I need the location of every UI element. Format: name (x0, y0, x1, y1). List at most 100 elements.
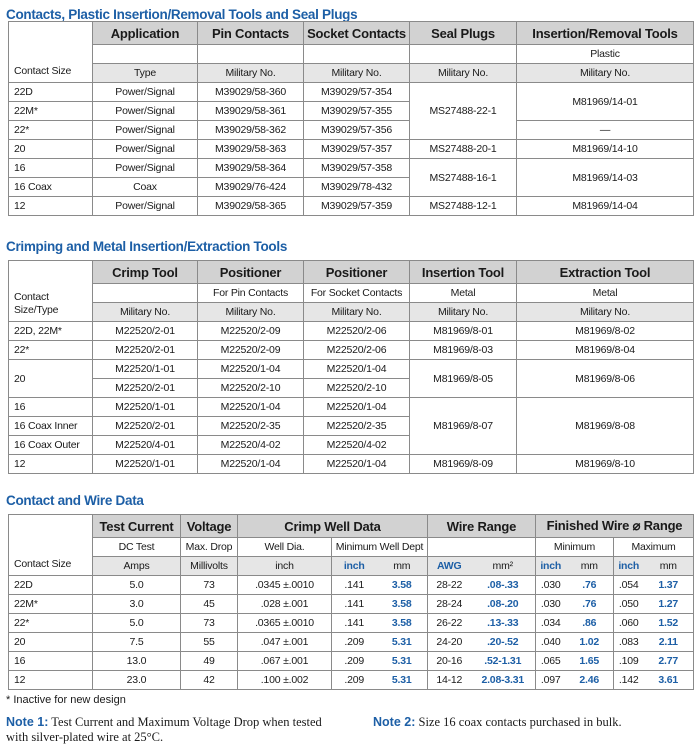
table-cell: M39029/58-365 (197, 196, 304, 216)
table-cell: 5.31 (376, 651, 428, 671)
table-cell: 1.52 (643, 613, 694, 633)
table3-title: Contact and Wire Data (6, 493, 144, 508)
table-cell: M39029/58-363 (197, 139, 304, 159)
sub-header (303, 44, 410, 64)
unit-header: inch (331, 556, 377, 576)
unit-header: inch (237, 556, 332, 576)
table-cell: .209 (331, 651, 377, 671)
table-cell: 3.61 (643, 670, 694, 690)
row-label: 22M* (8, 594, 93, 614)
row-label: 12 (8, 670, 93, 690)
table-cell: 2.08-3.31 (470, 670, 536, 690)
sub-header (427, 537, 536, 557)
table-cell: M81969/8-03 (409, 340, 517, 360)
table-cell: M81969/8-10 (516, 454, 694, 474)
table-cell: M81969/8-08 (516, 397, 694, 455)
table-cell: M22520/2-10 (197, 378, 304, 398)
sub-header: Plastic (516, 44, 694, 64)
table-cell: M22520/1-01 (92, 454, 198, 474)
table-cell: M22520/2-01 (92, 416, 198, 436)
col-header: Positioner (197, 260, 304, 284)
table-row: M22520/2-01 M22520/2-10 M22520/2-10 (9, 378, 694, 398)
table-cell: M81969/14-03 (516, 158, 694, 197)
row-label: 16 Coax Outer (8, 435, 93, 455)
table-cell: .209 (331, 632, 377, 652)
col-header: Application (92, 21, 198, 45)
unit-header: Military No. (516, 302, 694, 322)
table-cell: M22520/4-02 (303, 435, 410, 455)
col-header: Pin Contacts (197, 21, 304, 45)
table-cell: 1.02 (565, 632, 614, 652)
sub-header: For Pin Contacts (197, 283, 304, 303)
col-header: Seal Plugs (409, 21, 517, 45)
table-cell: M22520/2-10 (303, 378, 410, 398)
table-cell: M39029/58-362 (197, 120, 304, 140)
table-cell: M22520/4-02 (197, 435, 304, 455)
unit-header: Military No. (409, 63, 517, 83)
unit-header: Military No. (303, 302, 410, 322)
table-cell: — (516, 120, 694, 140)
table-cell: M39029/57-359 (303, 196, 410, 216)
footnote: * Inactive for new design (6, 694, 126, 706)
table-cell: 20-16 (427, 651, 471, 671)
unit-header: mm (565, 556, 614, 576)
row-label: 22* (8, 613, 93, 633)
table-row: 22* Power/Signal M39029/58-362 M39029/57-35… (8, 120, 694, 140)
contact-wire-data-table: Contact Size Test Current Voltage Crimp … (8, 514, 694, 690)
unit-header: Millivolts (180, 556, 238, 576)
table-cell: .047 ±.001 (237, 632, 332, 652)
table-row: 22D 5.0 73.0345 ±.0010.141 3.58 28-22.08-.33… (8, 575, 694, 595)
sub-header: Metal (516, 283, 694, 303)
table-cell: .13-.33 (470, 613, 536, 633)
table-row: 20 Power/Signal M39029/58-363 M39029/57-357… (8, 139, 694, 159)
crimping-tools-table: Contact Size/Type Crimp Tool Positioner Pos… (8, 260, 694, 474)
table-row: 20 M22520/1-01 M22520/1-04 M22520/1-04 M8196… (8, 359, 694, 398)
table-cell: 2.77 (643, 651, 694, 671)
table-cell: .050 (613, 594, 644, 614)
table-cell: MS27488-22-1 (409, 82, 517, 140)
note-2-text: Size 16 coax contacts purchased in bulk. (415, 715, 622, 729)
table-cell: 45 (180, 594, 238, 614)
table-row: 22D Power/Signal M39029/58-360 M39029/57-35… (8, 82, 694, 140)
table-cell: M81969/14-10 (516, 139, 694, 159)
table-cell: 1.27 (643, 594, 694, 614)
table-cell: M81969/8-02 (516, 321, 694, 341)
table-cell: .76 (565, 594, 614, 614)
note-1-text: Test Current and Maximum Voltage Drop wh… (6, 715, 322, 744)
table-cell: M22520/4-01 (92, 435, 198, 455)
table-cell: M22520/2-01 (92, 321, 198, 341)
table-cell: Power/Signal (92, 158, 198, 178)
table-cell: M39029/58-360 (197, 82, 304, 102)
table-cell: M22520/1-01 (92, 359, 198, 379)
row-label: 12 (8, 196, 93, 216)
table-cell: M81969/14-01 (516, 82, 694, 121)
table-cell: MS27488-20-1 (409, 139, 517, 159)
table-cell: .141 (331, 575, 377, 595)
table-cell: .08-.20 (470, 594, 536, 614)
table-row: 22* M22520/2-01 M22520/2-09 M22520/2-06 M819… (8, 340, 694, 360)
table-row: 16 Power/Signal M39029/58-364 M39029/57-358… (8, 158, 694, 197)
sub-header: Max. Drop (180, 537, 238, 557)
unit-header: Military No. (303, 63, 410, 83)
sub-header: Well Dia. (237, 537, 332, 557)
table-cell: .86 (565, 613, 614, 633)
row-label: 22D (8, 575, 93, 595)
table-cell: 73 (180, 575, 238, 595)
table-cell: Power/Signal (92, 196, 198, 216)
table-cell: .083 (613, 632, 644, 652)
unit-header: mm (376, 556, 428, 576)
table-row: 12 M22520/1-01 M22520/1-04 M22520/1-04 M8196… (8, 454, 694, 474)
table-row: 12 Power/Signal M39029/58-365 M39029/57-359… (8, 196, 694, 216)
row-label: 22M* (8, 101, 93, 121)
table-cell: .034 (535, 613, 566, 633)
table-cell: 55 (180, 632, 238, 652)
table-cell: 23.0 (92, 670, 181, 690)
contacts-table: Contact Size Application Pin Contacts Socke… (8, 21, 694, 216)
table-cell: .030 (535, 594, 566, 614)
row-label: 22D (8, 82, 93, 102)
unit-header: mm (643, 556, 694, 576)
table-cell: 73 (180, 613, 238, 633)
row-label: 20 (8, 632, 93, 652)
unit-header: Military No. (516, 63, 694, 83)
sub-header (92, 44, 198, 64)
